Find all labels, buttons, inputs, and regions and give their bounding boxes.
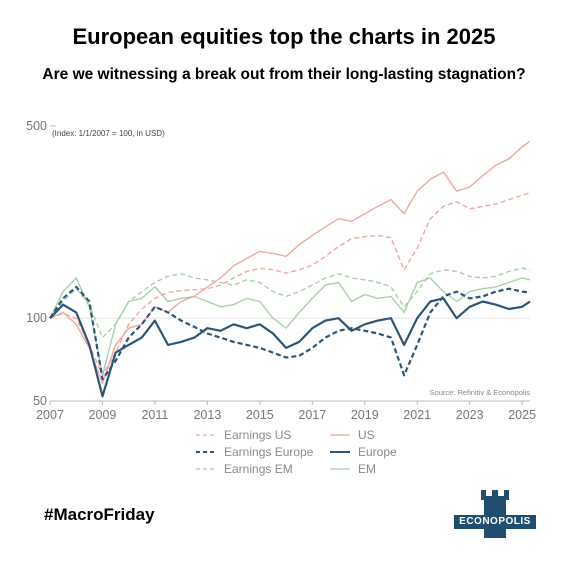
legend-label: Earnings EM [224, 462, 293, 476]
legend: Earnings US US Earnings Europe Europe Earnin… [196, 428, 397, 476]
y-tick-label: 500 [26, 119, 47, 133]
x-tick-label: 2019 [351, 408, 379, 422]
series-line-us [49, 140, 531, 384]
legend-label: Earnings Europe [224, 445, 314, 459]
series-line-earnings-europe [49, 285, 531, 381]
chart-source: Source: Refinitiv & Econopolis [430, 388, 531, 397]
chart-subtitle: Are we witnessing a break out from their… [42, 66, 526, 83]
x-tick-label: 2007 [36, 408, 64, 422]
x-tick-label: 2009 [89, 408, 117, 422]
x-tick-label: 2017 [298, 408, 326, 422]
econopolis-logo [481, 490, 509, 538]
y-tick-label: 50 [33, 394, 47, 408]
y-axis: 50 100 500 [26, 119, 530, 408]
legend-label: US [358, 428, 375, 442]
x-tick-label: 2015 [246, 408, 274, 422]
x-tick-label: 2021 [403, 408, 431, 422]
x-tick-label: 2025 [508, 408, 536, 422]
x-tick-label: 2013 [193, 408, 221, 422]
series-line-earnings-us [49, 192, 531, 376]
x-tick-label: 2023 [456, 408, 484, 422]
chart-note: (Index: 1/1/2007 = 100, in USD) [52, 129, 165, 138]
chart-title: European equities top the charts in 2025 [72, 24, 496, 49]
plot-area [49, 140, 531, 398]
x-axis: 2007 2009 2011 2013 2015 2017 2019 2021 2023 2025 [36, 400, 536, 422]
legend-label: Europe [358, 445, 397, 459]
hashtag-label: #MacroFriday [44, 505, 155, 524]
econopolis-logo-text: ECONOPOLIS [454, 515, 536, 529]
series-line-em [49, 277, 531, 376]
x-tick-label: 2011 [141, 408, 168, 422]
legend-label: EM [358, 462, 376, 476]
legend-label: Earnings US [224, 428, 291, 442]
series-line-earnings-em [49, 267, 531, 339]
series-line-europe [49, 297, 531, 398]
y-tick-label: 100 [26, 311, 47, 325]
